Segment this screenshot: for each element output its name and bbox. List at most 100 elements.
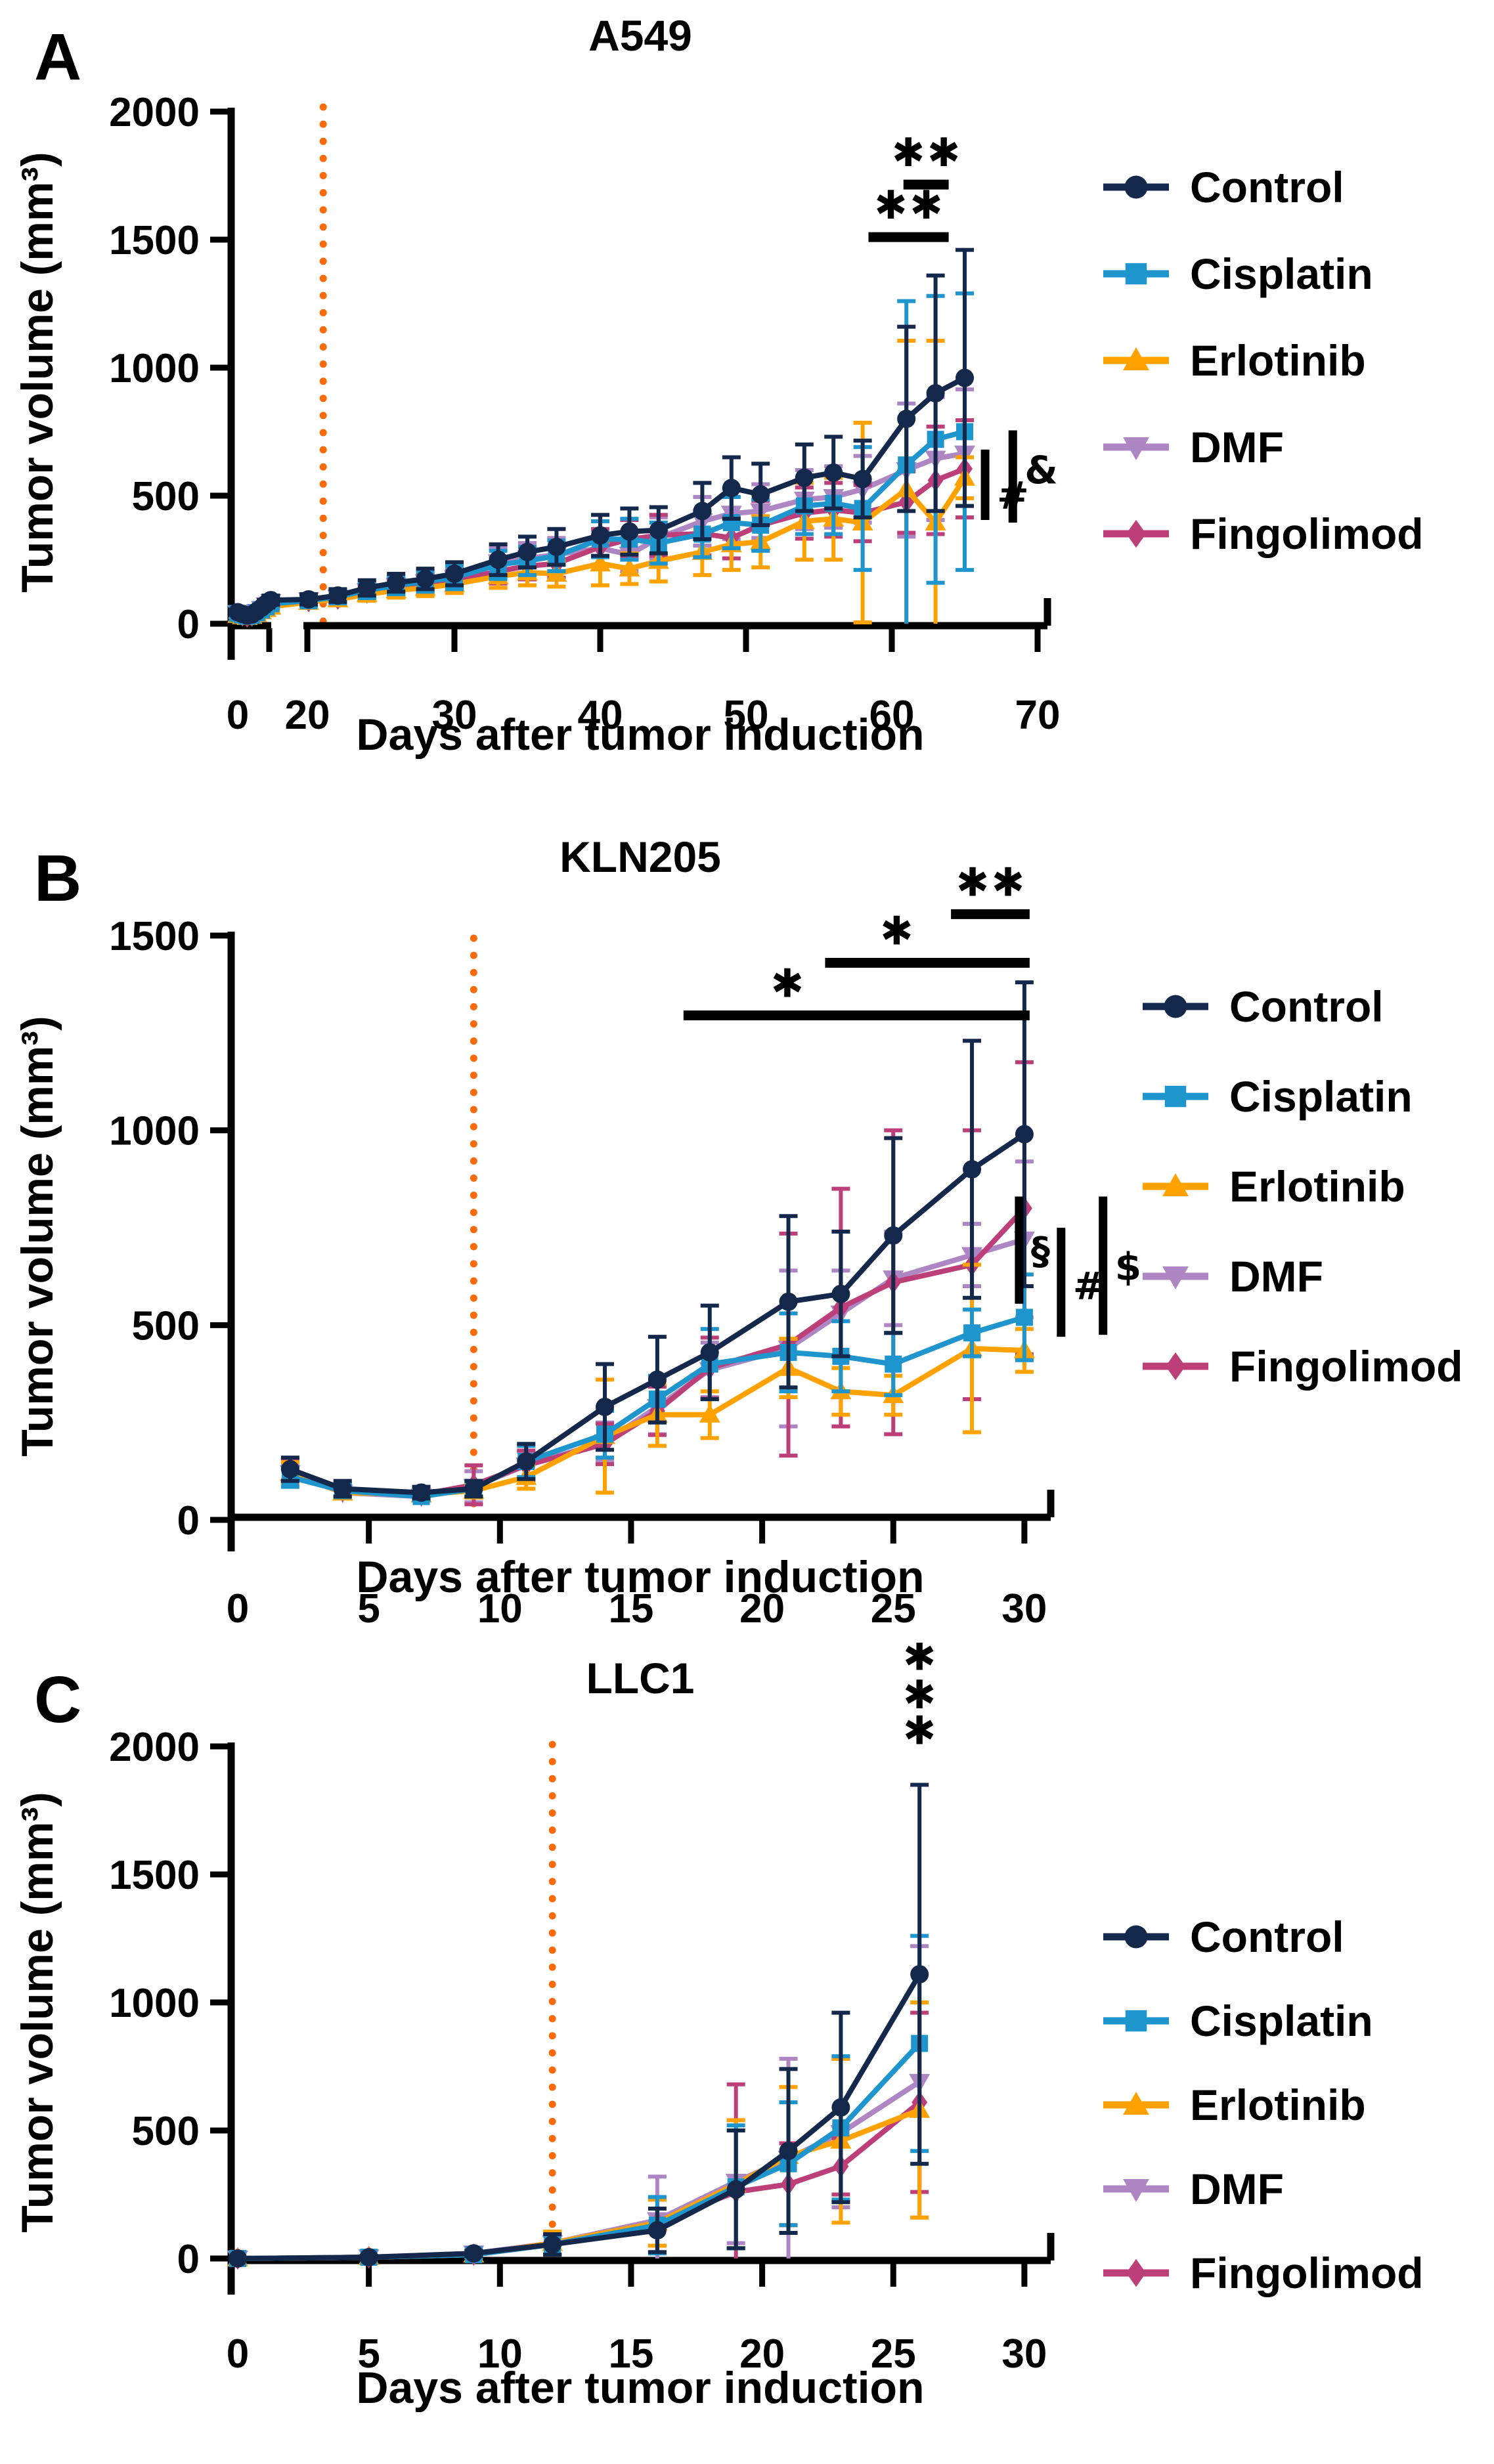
panel-letter: C bbox=[34, 1663, 82, 1737]
svg-text:✱: ✱ bbox=[880, 909, 913, 955]
svg-text:25: 25 bbox=[871, 1586, 916, 1632]
legend-item-fingolimod: Fingolimod bbox=[1143, 1342, 1463, 1391]
svg-text:10: 10 bbox=[477, 1586, 523, 1632]
svg-text:5: 5 bbox=[357, 1586, 380, 1632]
axes: 0 500 1000 1500 0 5 10 15 20 25 30 bbox=[109, 914, 1055, 1632]
svg-text:20: 20 bbox=[739, 1586, 785, 1632]
svg-text:1500: 1500 bbox=[109, 914, 200, 959]
svg-text:1500: 1500 bbox=[109, 218, 200, 263]
svg-text:DMF: DMF bbox=[1190, 2165, 1284, 2213]
svg-text:70: 70 bbox=[1015, 693, 1061, 738]
panel-title: KLN205 bbox=[560, 832, 721, 881]
svg-text:Cisplatin: Cisplatin bbox=[1190, 1997, 1373, 2045]
svg-text:500: 500 bbox=[132, 1303, 200, 1349]
svg-text:✱: ✱ bbox=[874, 183, 907, 228]
legend-item-cisplatin: Cisplatin bbox=[1103, 1997, 1373, 2045]
svg-text:Control: Control bbox=[1190, 163, 1344, 211]
panel-kln205: 0 500 1000 1500 0 5 10 15 20 25 30 ✱ ✱ ✱ ✱ § # $ Control Ci… bbox=[0, 821, 1494, 1643]
axes: 0 500 1000 1500 2000 0 20 30 40 50 60 70 bbox=[109, 90, 1060, 738]
svg-text:✱: ✱ bbox=[892, 130, 925, 176]
legend-item-control: Control bbox=[1103, 1913, 1344, 1961]
series-cisplatin bbox=[229, 1934, 929, 2267]
x-axis-label: Days after tumor induction bbox=[356, 1552, 925, 1602]
svg-text:Control: Control bbox=[1229, 982, 1384, 1031]
axes: 0 500 1000 1500 2000 0 5 10 15 20 25 30 bbox=[109, 1725, 1055, 2377]
series-dmf bbox=[227, 1944, 931, 2269]
y-axis-label: Tumor volume (mm³) bbox=[12, 1016, 62, 1457]
svg-text:§: § bbox=[1031, 1229, 1050, 1274]
panel-letter: A bbox=[34, 20, 82, 94]
svg-text:Fingolimod: Fingolimod bbox=[1190, 509, 1424, 558]
panel-title: LLC1 bbox=[586, 1654, 695, 1702]
legend-item-control: Control bbox=[1143, 982, 1384, 1031]
series-control bbox=[280, 980, 1034, 1502]
legend-item-fingolimod: Fingolimod bbox=[1103, 509, 1424, 558]
svg-text:Control: Control bbox=[1190, 1913, 1344, 1961]
y-axis-label: Tumor volume (mm³) bbox=[12, 152, 62, 593]
legend-item-control: Control bbox=[1103, 163, 1344, 211]
legend: Control Cisplatin Erlotinib DMF Fingolimod bbox=[1103, 1913, 1424, 2297]
svg-text:1500: 1500 bbox=[109, 1853, 200, 1898]
panel-title: A549 bbox=[588, 11, 692, 60]
series-erlotinib bbox=[227, 2000, 931, 2266]
svg-text:500: 500 bbox=[132, 474, 200, 519]
significance-annotations: ✱✱✱ bbox=[903, 1643, 936, 1754]
svg-text:✱: ✱ bbox=[910, 183, 942, 228]
svg-text:✱: ✱ bbox=[956, 859, 989, 905]
svg-text:✱: ✱ bbox=[771, 961, 804, 1007]
svg-text:1000: 1000 bbox=[109, 346, 200, 391]
panel-a549: 05001000150020000203040506070✱✱✱✱#&Contr… bbox=[0, 0, 1494, 821]
tumor-growth-chart-a549: 05001000150020000203040506070✱✱✱✱#&Contr… bbox=[109, 90, 1424, 738]
y-axis-label: Tumor volume (mm³) bbox=[12, 1792, 62, 2233]
svg-text:30: 30 bbox=[432, 693, 477, 738]
svg-text:✱: ✱ bbox=[903, 1643, 936, 1680]
legend-item-fingolimod: Fingolimod bbox=[1103, 2249, 1424, 2297]
svg-text:Cisplatin: Cisplatin bbox=[1229, 1072, 1413, 1121]
svg-text:5: 5 bbox=[357, 2331, 380, 2377]
svg-text:$: $ bbox=[1115, 1244, 1141, 1289]
svg-text:&: & bbox=[1024, 448, 1058, 492]
svg-text:Fingolimod: Fingolimod bbox=[1229, 1342, 1463, 1391]
svg-text:DMF: DMF bbox=[1229, 1252, 1323, 1301]
series-control bbox=[229, 248, 974, 625]
svg-text:30: 30 bbox=[1001, 1586, 1047, 1632]
svg-text:2000: 2000 bbox=[109, 90, 200, 135]
svg-text:20: 20 bbox=[739, 2331, 785, 2377]
svg-text:10: 10 bbox=[477, 2331, 523, 2377]
svg-text:✱: ✱ bbox=[927, 130, 960, 176]
significance-annotations: ✱ ✱✱✱§# $ bbox=[683, 859, 1141, 1337]
svg-text:40: 40 bbox=[578, 693, 623, 738]
legend: Control Cisplatin Erlotinib DMF Fingolimod bbox=[1143, 982, 1463, 1391]
significance-annotations: ✱✱✱✱#& bbox=[868, 130, 1058, 523]
svg-text:0: 0 bbox=[177, 2237, 200, 2282]
svg-text:1000: 1000 bbox=[109, 1109, 200, 1154]
legend-item-dmf: DMF bbox=[1103, 423, 1284, 471]
series-control bbox=[229, 1783, 929, 2268]
svg-text:20: 20 bbox=[285, 693, 330, 738]
svg-text:✱: ✱ bbox=[903, 1708, 936, 1754]
svg-text:0: 0 bbox=[177, 602, 200, 647]
svg-text:Fingolimod: Fingolimod bbox=[1190, 2249, 1424, 2297]
x-axis-label: Days after tumor induction bbox=[356, 710, 925, 760]
svg-text:30: 30 bbox=[1001, 2331, 1047, 2377]
legend-item-dmf: DMF bbox=[1143, 1252, 1323, 1301]
legend-item-cisplatin: Cisplatin bbox=[1103, 249, 1373, 298]
panel-letter: B bbox=[34, 842, 82, 915]
legend-item-dmf: DMF bbox=[1103, 2165, 1284, 2213]
svg-text:✱: ✱ bbox=[903, 1672, 936, 1718]
svg-text:25: 25 bbox=[871, 2331, 916, 2377]
svg-text:15: 15 bbox=[608, 1586, 653, 1632]
svg-text:Erlotinib: Erlotinib bbox=[1190, 2081, 1366, 2129]
svg-text:Erlotinib: Erlotinib bbox=[1229, 1162, 1405, 1211]
svg-text:60: 60 bbox=[869, 693, 915, 738]
panel-llc1: 0 500 1000 1500 2000 0 5 10 15 20 25 30 ✱ ✱ ✱ Control Ci… bbox=[0, 1643, 1494, 2464]
svg-text:0: 0 bbox=[227, 693, 249, 738]
legend-item-erlotinib: Erlotinib bbox=[1103, 336, 1366, 385]
svg-text:0: 0 bbox=[177, 1498, 200, 1544]
x-axis-label: Days after tumor induction bbox=[356, 2363, 925, 2413]
svg-text:✱: ✱ bbox=[992, 859, 1024, 905]
svg-text:DMF: DMF bbox=[1190, 423, 1284, 471]
